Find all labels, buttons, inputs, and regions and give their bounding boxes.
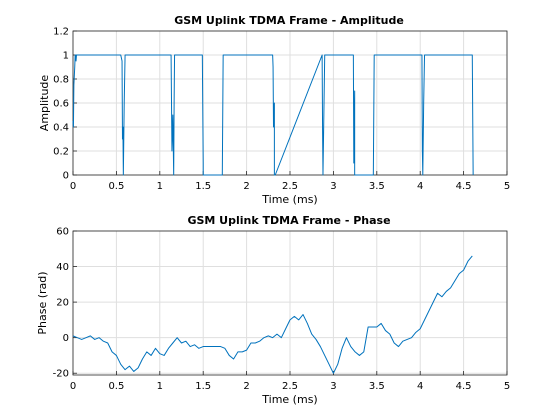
- amplitude-x-tick-label: 2.5: [282, 181, 298, 192]
- phase-y-tick-label: -20: [53, 369, 69, 380]
- amplitude-x-axis-label: Time (ms): [261, 193, 317, 206]
- amplitude-y-axis-label: Amplitude: [38, 75, 51, 132]
- amplitude-x-tick-label: 0.5: [108, 181, 124, 192]
- phase-x-tick-label: 2: [243, 381, 249, 392]
- amplitude-y-tick-label: 0.4: [53, 123, 69, 134]
- amplitude-x-tick-label: 1.5: [195, 181, 211, 192]
- phase-y-tick-label: 0: [63, 333, 69, 344]
- amplitude-series-line: [72, 54, 474, 176]
- amplitude-y-tick-label: 1.2: [53, 27, 69, 38]
- phase-chart-title: GSM Uplink TDMA Frame - Phase: [187, 214, 390, 227]
- phase-y-tick-label: 20: [56, 298, 69, 309]
- amplitude-y-tick-label: 1: [63, 51, 69, 62]
- amplitude-x-tick-label: 0: [70, 181, 76, 192]
- phase-x-axis-label: Time (ms): [261, 393, 317, 406]
- amplitude-x-tick-label: 2: [243, 181, 249, 192]
- phase-x-tick-label: 3.5: [369, 381, 385, 392]
- amplitude-chart-title: GSM Uplink TDMA Frame - Amplitude: [174, 14, 404, 27]
- phase-x-tick-label: 1.5: [195, 381, 211, 392]
- phase-x-tick-label: 5: [504, 381, 510, 392]
- amplitude-x-tick-label: 4: [417, 181, 423, 192]
- phase-x-tick-label: 0: [70, 381, 76, 392]
- amplitude-y-tick-label: 0.8: [53, 75, 69, 86]
- amplitude-y-tick-label: 0: [63, 171, 69, 182]
- amplitude-axes: GSM Uplink TDMA Frame - Amplitude 0 0.5 1 1…: [38, 14, 510, 206]
- phase-x-tick-label: 4: [417, 381, 423, 392]
- amplitude-x-tick-label: 4.5: [456, 181, 472, 192]
- phase-x-tick-label: 0.5: [108, 381, 124, 392]
- phase-y-axis-label: Phase (rad): [36, 271, 49, 334]
- phase-y-tick-label: 40: [56, 262, 69, 273]
- phase-plot-frame: [72, 230, 508, 376]
- phase-axes: GSM Uplink TDMA Frame - Phase 0 0.5 1 1.5 2 2…: [36, 214, 510, 406]
- amplitude-x-tick-label: 1: [157, 181, 163, 192]
- amplitude-x-tick-label: 5: [504, 181, 510, 192]
- amplitude-ticks: 0 0.5 1 1.5 2 2.5 3 3.5 4 4.5 5 0 0.2 0.4 0.6 0.8 1 1.2: [53, 27, 510, 193]
- phase-x-tick-label: 2.5: [282, 381, 298, 392]
- amplitude-x-tick-label: 3.5: [369, 181, 385, 192]
- phase-x-tick-label: 4.5: [456, 381, 472, 392]
- phase-y-tick-label: 60: [56, 227, 69, 238]
- amplitude-x-tick-label: 3: [330, 181, 336, 192]
- amplitude-y-tick-label: 0.6: [53, 99, 69, 110]
- amplitude-plot-frame: [72, 30, 508, 176]
- phase-x-tick-label: 1: [157, 381, 163, 392]
- phase-x-tick-label: 3: [330, 381, 336, 392]
- amplitude-y-tick-label: 0.2: [53, 147, 69, 158]
- phase-series-line: [72, 255, 473, 374]
